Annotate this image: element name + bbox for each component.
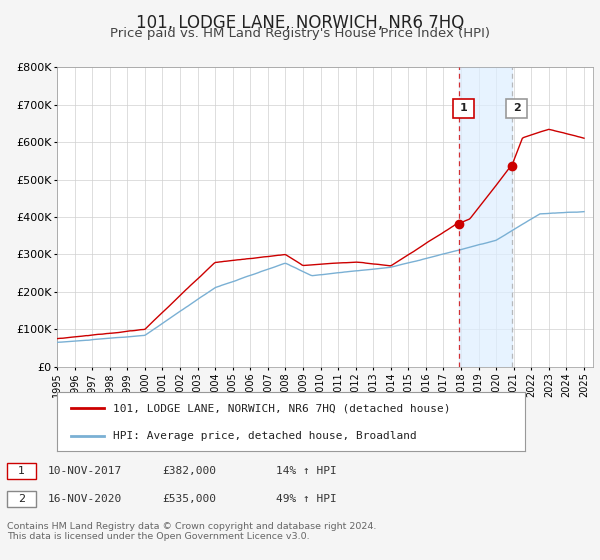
Text: 1: 1: [460, 104, 468, 113]
Text: 49% ↑ HPI: 49% ↑ HPI: [276, 494, 337, 504]
FancyBboxPatch shape: [454, 99, 475, 118]
Text: £382,000: £382,000: [162, 466, 216, 476]
Text: 1: 1: [18, 466, 25, 476]
FancyBboxPatch shape: [506, 99, 527, 118]
Text: 2: 2: [513, 104, 521, 113]
Text: 101, LODGE LANE, NORWICH, NR6 7HQ (detached house): 101, LODGE LANE, NORWICH, NR6 7HQ (detac…: [113, 403, 451, 413]
Text: Price paid vs. HM Land Registry's House Price Index (HPI): Price paid vs. HM Land Registry's House …: [110, 27, 490, 40]
Text: £535,000: £535,000: [162, 494, 216, 504]
Text: 16-NOV-2020: 16-NOV-2020: [48, 494, 122, 504]
Text: 2: 2: [18, 494, 25, 504]
Text: 101, LODGE LANE, NORWICH, NR6 7HQ: 101, LODGE LANE, NORWICH, NR6 7HQ: [136, 14, 464, 32]
Text: 14% ↑ HPI: 14% ↑ HPI: [276, 466, 337, 476]
Text: 10-NOV-2017: 10-NOV-2017: [48, 466, 122, 476]
Text: HPI: Average price, detached house, Broadland: HPI: Average price, detached house, Broa…: [113, 431, 417, 441]
Text: Contains HM Land Registry data © Crown copyright and database right 2024.
This d: Contains HM Land Registry data © Crown c…: [7, 522, 377, 542]
Bar: [458, 67, 512, 367]
